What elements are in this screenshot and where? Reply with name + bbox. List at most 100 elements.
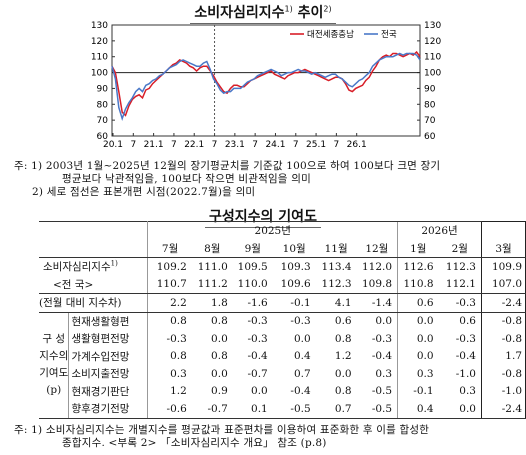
change-value: 4.1 — [315, 293, 357, 313]
component-value: 0.0 — [211, 332, 228, 345]
month-header: 8월 — [191, 239, 233, 258]
month-header: 3월 — [480, 239, 526, 258]
regional-value: 109.3 — [280, 260, 311, 273]
x-tick-label: 20.1 — [103, 140, 123, 150]
x-tick-label: 7 — [212, 140, 218, 150]
x-tick-label: 7 — [252, 140, 258, 150]
month-header: 2월 — [438, 239, 482, 258]
table-row: <전 국> 110.7 111.2 110.0 109.6 112.3 109.8 110.8… — [39, 275, 526, 294]
regional-value: 113.4 — [321, 260, 352, 273]
component-value: 0.8 — [334, 385, 352, 398]
component-value: 0.6 — [334, 315, 352, 328]
component-value: -0.4 — [371, 350, 393, 363]
component-value: -0.4 — [455, 350, 476, 363]
component-value: -0.6 — [147, 400, 192, 419]
regional-value: 111.0 — [197, 260, 228, 273]
component-value: 0.0 — [211, 367, 228, 380]
bottom-note-a: 주: 1) 소비자심리지수는 개별지수를 평균값과 표준편차를 이용하여 표준화… — [14, 424, 430, 436]
component-value: -0.3 — [371, 332, 393, 345]
row-label-change: (전월 대비 지수차) — [39, 293, 149, 313]
change-value: -0.1 — [272, 293, 316, 313]
component-value: -0.5 — [356, 400, 398, 419]
component-label: 소비지출전망 — [68, 365, 149, 383]
component-value: -0.3 — [166, 332, 187, 345]
bottom-note: 주: 1) 소비자심리지수는 개별지수를 평균값과 표준편차를 이용하여 표준화… — [14, 424, 429, 450]
change-value: 0.6 — [397, 293, 439, 313]
component-value: -0.4 — [247, 350, 268, 363]
component-value: 0.3 — [375, 367, 393, 380]
header-blank — [39, 221, 149, 240]
table-row: 현재경기판단 1.2 0.9 0.0 -0.4 0.8 -0.5 -0.1 0.3 -1.0 — [39, 382, 526, 400]
y-tick-label-right: 60 — [424, 132, 436, 142]
y-tick-label-left: 120 — [91, 37, 108, 47]
component-value: -0.1 — [397, 382, 439, 400]
component-label: 향후경기전망 — [68, 400, 149, 419]
month-header: 7월 — [147, 239, 192, 258]
bottom-note-b: 종합지수. <부록 2> 「소비자심리지수 개요」 참조 (p.8) — [62, 437, 327, 449]
component-value: -0.3 — [247, 332, 268, 345]
component-value: -0.8 — [480, 365, 526, 383]
series-line — [111, 50, 421, 117]
change-value: 1.8 — [191, 293, 233, 313]
component-value: 0.7 — [293, 367, 311, 380]
component-label: 가계수입전망 — [68, 347, 149, 365]
y-tick-label-right: 90 — [424, 84, 436, 94]
change-value: 2.2 — [147, 293, 192, 313]
x-tick-label: 23.1 — [225, 140, 245, 150]
national-value: 109.6 — [272, 275, 316, 294]
y-tick-label-left: 80 — [97, 100, 109, 110]
y-tick-label-left: 110 — [91, 53, 108, 63]
y-tick-label-right: 130 — [424, 21, 441, 31]
component-value: 0.8 — [211, 315, 228, 328]
chart-notes: 주: 1) 2003년 1월~2025년 12월의 장기평균치를 기준값 100… — [14, 160, 440, 199]
y-tick-label-right: 100 — [424, 69, 441, 79]
component-value: 0.9 — [211, 385, 228, 398]
table-row: 향후경기전망 -0.6 -0.7 0.1 -0.5 0.7 -0.5 0.4 0.0 -2.4 — [39, 400, 526, 419]
legend-label: 전국 — [381, 29, 397, 40]
table-body: 소비자심리지수1) 109.2 111.0 109.5 109.3 113.4 112.0 1… — [39, 257, 526, 419]
component-value: -1.0 — [480, 382, 526, 400]
component-value: 0.0 — [438, 400, 482, 419]
legend-box — [290, 26, 414, 40]
component-value: 0.0 — [397, 347, 439, 365]
side-label-line: 지수의 — [39, 350, 69, 362]
component-value: 0.1 — [232, 400, 273, 419]
component-value: 1.7 — [480, 347, 526, 365]
x-tick-label: 24.1 — [265, 140, 285, 150]
component-value: 0.0 — [251, 385, 268, 398]
chart-title-sup1: 1) — [284, 4, 293, 14]
regional-value: 112.6 — [397, 257, 439, 276]
component-value: -0.3 — [247, 315, 268, 328]
component-value: 0.0 — [375, 315, 393, 328]
x-tick-label: 7 — [171, 140, 177, 150]
side-label-line: 기여도 — [39, 367, 69, 379]
component-value: -0.8 — [480, 312, 526, 330]
regional-value: 109.2 — [156, 260, 187, 273]
component-value: -2.4 — [480, 400, 526, 419]
component-value: -0.3 — [290, 315, 311, 328]
national-value: 111.2 — [191, 275, 233, 294]
component-value: 1.2 — [170, 385, 187, 398]
row-label-national: <전 국> — [39, 275, 149, 294]
component-label: 현재경기판단 — [68, 382, 149, 400]
change-value: -0.3 — [438, 293, 482, 313]
change-value: -1.4 — [356, 293, 398, 313]
month-header: 11월 — [315, 239, 357, 258]
table-row: 소비자심리지수1) 109.2 111.0 109.5 109.3 113.4 112.0 1… — [39, 257, 526, 276]
component-value: 1.2 — [334, 350, 352, 363]
component-value: 0.8 — [211, 350, 228, 363]
note-1b: 평균보다 낙관적임을, 100보다 작으면 비관적임을 의미 — [62, 173, 311, 185]
side-label-line: (p) — [46, 384, 62, 396]
x-tick-label: 21.1 — [144, 140, 164, 150]
y-tick-label-right: 70 — [424, 116, 436, 126]
month-header: 10월 — [272, 239, 316, 258]
y-tick-label-right: 80 — [424, 100, 436, 110]
side-label-line: 구 성 — [42, 333, 66, 345]
y-tick-label-left: 100 — [91, 69, 108, 79]
component-value: -0.5 — [272, 400, 316, 419]
component-label: 현재생활형편 — [68, 312, 149, 330]
component-value: 0.8 — [334, 332, 352, 345]
x-tick-label: 26.1 — [347, 140, 367, 150]
